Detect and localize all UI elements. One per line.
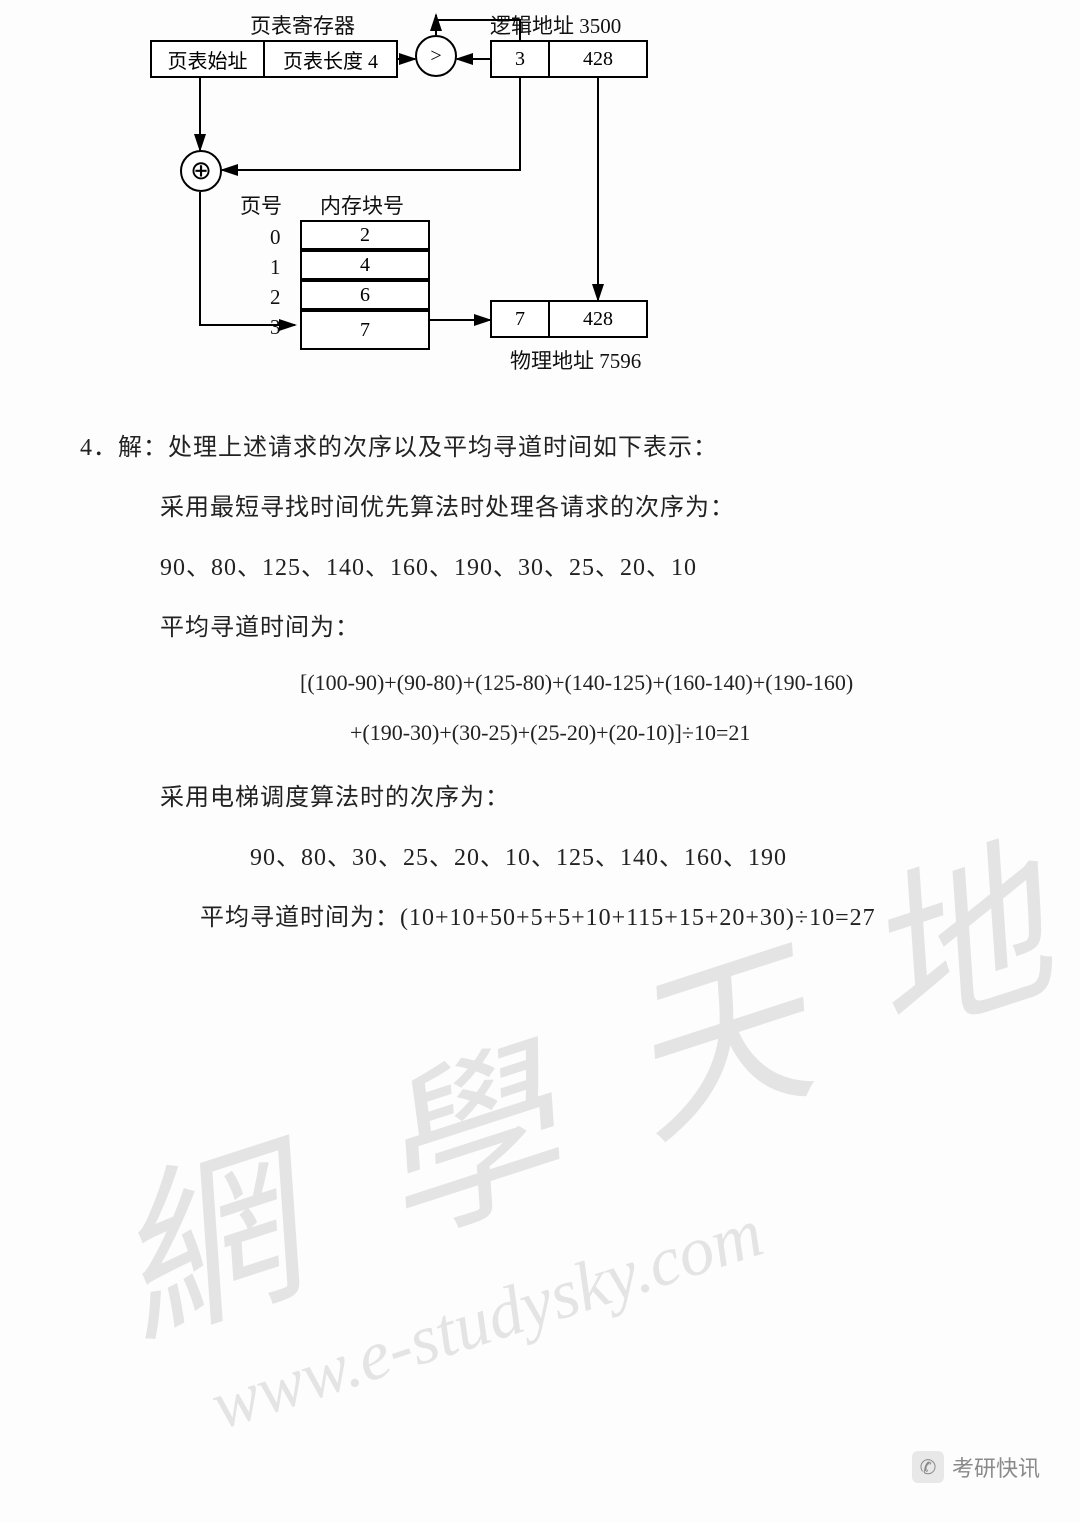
line3: 采用电梯调度算法时的次序为： <box>160 780 510 816</box>
footer-text: 考研快讯 <box>952 1451 1040 1483</box>
q4-line1: 4．解：处理上述请求的次序以及平均寻道时间如下表示： <box>80 430 718 466</box>
diagram-connectors <box>140 10 820 410</box>
address-translation-diagram: 页表寄存器 逻辑地址 3500 页表始址 页表长度 4 > 3 428 ⊕ 页号… <box>140 10 820 410</box>
avg-label1: 平均寻道时间为： <box>160 610 360 646</box>
avg2: 平均寻道时间为：(10+10+50+5+5+10+115+15+20+30)÷1… <box>200 900 876 936</box>
line2: 采用最短寻找时间优先算法时处理各请求的次序为： <box>160 490 735 526</box>
formula1a: [(100-90)+(90-80)+(125-80)+(140-125)+(16… <box>300 670 853 696</box>
q4-prefix: 4．解： <box>80 435 168 461</box>
watermark-char-1: 學 <box>334 979 586 1283</box>
footer: ✆ 考研快讯 <box>912 1451 1040 1483</box>
watermark-url: www.e-studysky.com <box>202 1193 773 1447</box>
wechat-icon: ✆ <box>912 1451 944 1483</box>
watermark-char-0: 網 <box>74 1079 326 1383</box>
seq1: 90、80、125、140、160、190、30、25、20、10 <box>160 550 697 586</box>
formula1b: +(190-30)+(30-25)+(25-20)+(20-10)]÷10=21 <box>350 720 750 746</box>
seq2: 90、80、30、25、20、10、125、140、160、190 <box>250 840 787 876</box>
q4-rest: 处理上述请求的次序以及平均寻道时间如下表示： <box>168 435 718 461</box>
